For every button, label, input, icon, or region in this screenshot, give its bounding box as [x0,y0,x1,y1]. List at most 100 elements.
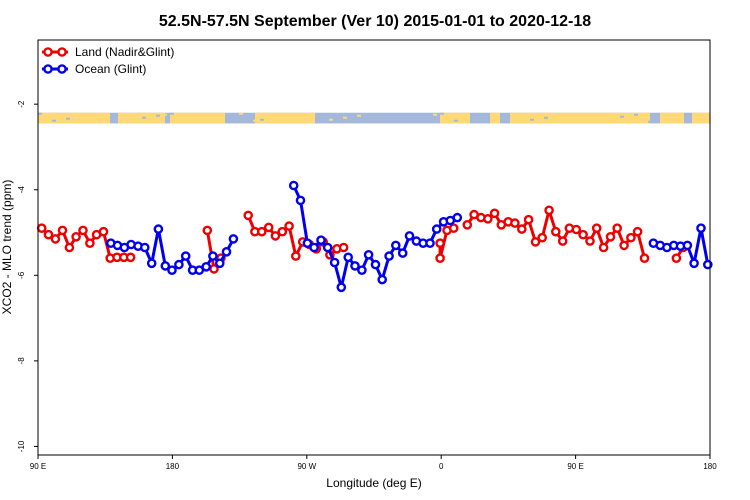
data-point [578,229,588,240]
strip-ocean [38,112,710,124]
series-layer [36,180,713,293]
strip-speck-22 [156,114,160,117]
y-tick-label: -10 [17,440,26,452]
strip-land-7 [660,112,684,124]
data-point [270,231,281,241]
strip-speck-39 [461,118,465,121]
data-point [689,258,699,269]
x-tick-label: 180 [703,462,717,471]
strip-speck-9 [239,112,243,115]
data-point [397,248,408,258]
strip-speck-34 [648,120,652,123]
strip-speck-7 [45,120,49,123]
strip-speck-1 [135,117,139,120]
y-tick-label: -2 [17,100,26,108]
data-point [537,232,548,243]
strip-land-2 [170,112,225,124]
data-point [125,252,136,263]
data-point [329,257,340,268]
data-point [316,235,326,245]
data-point [452,212,463,223]
y-tick-label: -6 [17,271,26,279]
data-point [201,261,211,272]
data-point [146,258,157,269]
strip-land-3 [255,112,315,124]
strip-speck-19 [537,117,541,120]
strip-speck-29 [163,113,167,116]
axes: 90 E 180 90 W 0 90 E 180 -2 -4 -6 -8 -10 [17,100,717,471]
data-point [571,224,582,235]
data-point [696,223,706,233]
data-point [202,225,213,236]
data-point [384,251,394,261]
land-sea-strip [38,112,710,124]
data-point [277,226,288,237]
data-point [435,238,445,248]
data-point [632,226,643,237]
strip-speck-27 [641,112,645,115]
data-point [228,234,239,244]
y-tick-label: -8 [17,357,26,365]
strip-speck-32 [454,119,458,122]
data-point [290,251,301,261]
data-point [523,214,534,225]
strip-speck-38 [364,113,368,116]
data-point [78,225,88,236]
legend: Land (Nadir&Glint) Ocean (Glint) [42,45,174,76]
data-point [174,259,184,270]
data-point [343,252,354,263]
data-point [489,208,500,219]
strip-speck-3 [329,118,333,121]
data-point [338,242,349,253]
data-point [551,226,561,237]
legend-label-land: Land (Nadir&Glint) [75,45,174,59]
data-point [350,261,360,271]
legend-marker-land [43,47,53,57]
data-point [448,223,459,233]
data-point [619,240,629,251]
data-point [336,282,347,293]
legend-marker-ocean [43,64,53,74]
strip-speck-24 [350,115,354,118]
x-tick-label: 90 W [297,462,316,471]
strip-speck-33 [551,115,555,118]
x-tick-label: 0 [439,462,444,471]
data-point [263,222,274,233]
data-point [160,261,171,271]
strip-speck-31 [357,114,361,117]
data-point [530,237,541,247]
data-point [64,242,75,253]
data-point [591,223,602,233]
data-point [544,205,554,216]
series-land [36,205,688,274]
data-point [671,253,682,264]
data-point [180,251,191,261]
data-point [57,225,68,236]
data-point [639,253,650,264]
strip-speck-16 [246,120,250,123]
data-point [390,240,401,251]
strip-speck-6 [620,115,624,118]
strip-speck-13 [627,114,631,117]
data-point [483,213,493,224]
strip-land-5 [490,112,500,124]
strip-speck-10 [336,117,340,120]
x-tick-label: 90 E [567,462,583,471]
strip-land-1 [118,112,165,124]
strip-land-6 [510,112,650,124]
data-point [256,226,267,237]
strip-speck-0 [38,112,42,115]
strip-speck-12 [530,118,534,121]
data-point [598,242,609,253]
data-point [605,231,616,242]
strip-speck-17 [343,116,347,119]
strip-speck-8 [142,116,146,119]
data-point [431,224,442,234]
data-point [295,195,306,206]
data-point [208,251,218,261]
data-point [510,218,520,228]
data-point [243,210,253,221]
x-axis-label: Longitude (deg E) [326,476,421,490]
data-point [50,234,61,244]
data-point [167,265,177,276]
